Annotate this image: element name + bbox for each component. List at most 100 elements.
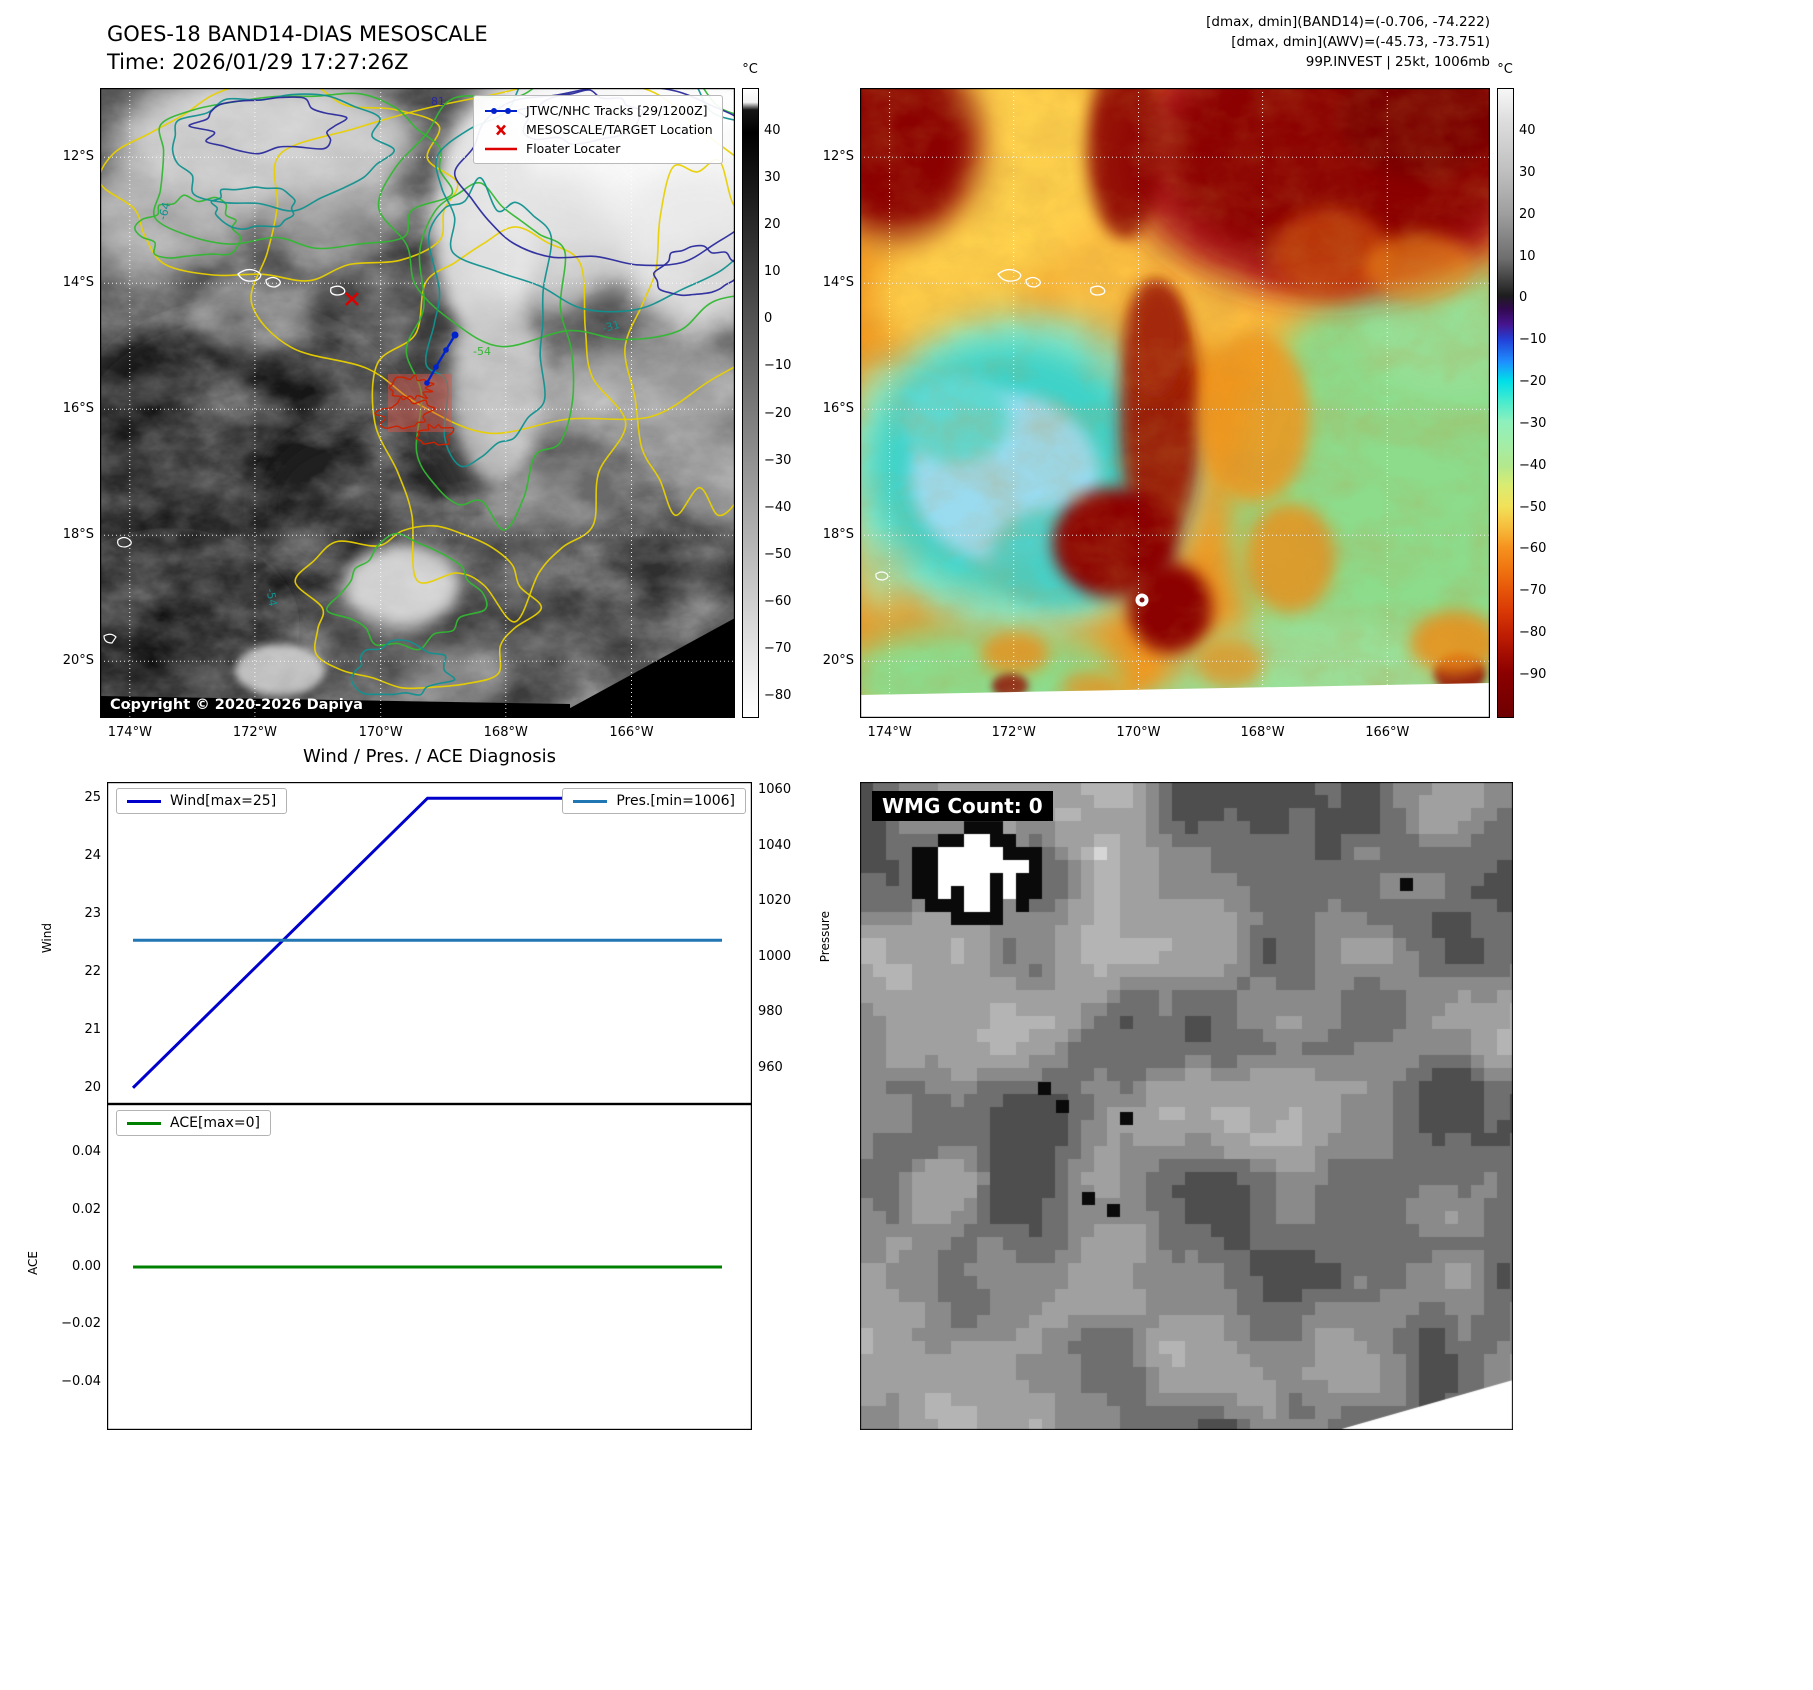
lat-tick-label: 14°S xyxy=(62,275,94,291)
lat-tick-label: 16°S xyxy=(62,401,94,417)
awv-map-graphic xyxy=(860,88,1490,718)
goes-map-title: GOES-18 BAND14-DIAS MESOSCALE xyxy=(107,22,488,46)
chart-legend: ACE[max=0] xyxy=(116,1110,272,1136)
ace-axis-label: ACE xyxy=(26,1251,40,1275)
y-tick-label: 21 xyxy=(84,1021,101,1037)
colorbar-tick-label: 40 xyxy=(1519,123,1536,138)
contour-label: -54 xyxy=(473,345,491,358)
lat-tick-label: 14°S xyxy=(822,275,854,291)
legend-line-sample xyxy=(127,799,161,803)
legend-item-label: Floater Locater xyxy=(526,141,621,156)
colorbar-tick-label: −30 xyxy=(1519,415,1547,431)
colorbar-tick-label: −10 xyxy=(1519,332,1547,348)
contour-label: 81 xyxy=(431,95,445,108)
y-tick-label: 22 xyxy=(84,963,101,979)
colorbar-gradient xyxy=(1497,88,1514,718)
colorbar-tick-label: 0 xyxy=(764,311,773,327)
legend-line-sample xyxy=(573,799,608,803)
track-line-icon xyxy=(485,107,517,114)
colorbar-tick-label: 20 xyxy=(764,217,781,233)
legend-label: ACE[max=0] xyxy=(170,1115,261,1131)
y-tick-label: 1020 xyxy=(758,893,792,909)
colorbar-unit-label: °C xyxy=(1497,62,1513,77)
colorbar-tick-label: −60 xyxy=(764,593,792,609)
colorbar-unit-label: °C xyxy=(742,62,758,77)
wmg-count-label: WMG Count: 0 xyxy=(872,791,1053,821)
lat-tick-label: 20°S xyxy=(822,653,854,669)
lon-tick-label: 170°W xyxy=(358,725,403,740)
lon-tick-label: 166°W xyxy=(609,725,654,740)
colorbar-tick-label: 0 xyxy=(1519,290,1528,306)
lat-tick-label: 18°S xyxy=(822,527,854,543)
lat-tick-label: 12°S xyxy=(62,149,94,165)
chart-legend: Pres.[min=1006] xyxy=(562,788,746,814)
lon-tick-label: 174°W xyxy=(867,725,912,740)
colorbar-tick-label: −80 xyxy=(764,688,792,703)
y-tick-label: 1060 xyxy=(758,782,792,798)
y-tick-label: −0.02 xyxy=(61,1316,101,1332)
y-tick-label: 1040 xyxy=(758,837,792,853)
lat-tick-label: 12°S xyxy=(822,149,854,165)
colorbar-tick-label: −40 xyxy=(1519,457,1547,473)
y-tick-label: 1000 xyxy=(758,948,792,964)
ace-chart xyxy=(107,1104,752,1430)
colorbar-tick-label: 40 xyxy=(764,123,781,138)
colorbar-tick-label: 10 xyxy=(1519,248,1536,264)
colorbar-tick-label: −40 xyxy=(764,499,792,515)
diagnosis-chart-title: Wind / Pres. / ACE Diagnosis xyxy=(302,746,557,767)
lon-tick-label: 168°W xyxy=(483,725,528,740)
colorbar-tick-label: −20 xyxy=(764,405,792,421)
map-legend: JTWC/NHC Tracks [29/1200Z] MESOSCALE/TARG… xyxy=(473,95,723,164)
stats-header: [dmax, dmin](BAND14)=(-0.706, -74.222) [… xyxy=(1206,12,1490,72)
colorbar-tick-label: −90 xyxy=(1519,667,1547,682)
lat-tick-label: 20°S xyxy=(62,653,94,669)
legend-item-floater: Floater Locater xyxy=(483,139,713,158)
legend-item-label: MESOSCALE/TARGET Location xyxy=(526,122,713,137)
legend-item-label: JTWC/NHC Tracks [29/1200Z] xyxy=(526,103,708,118)
colorbar-tick-label: −50 xyxy=(764,546,792,562)
awv-colorbar xyxy=(1497,88,1514,718)
colorbar-tick-label: −10 xyxy=(764,358,792,374)
awv-color-satellite-map xyxy=(860,88,1490,718)
lat-tick-label: 16°S xyxy=(822,401,854,417)
colorbar-tick-label: 30 xyxy=(764,170,781,186)
colorbar-tick-label: −70 xyxy=(764,640,792,656)
lon-tick-label: 166°W xyxy=(1365,725,1410,740)
legend-item-target: MESOSCALE/TARGET Location xyxy=(483,120,713,139)
lon-tick-label: 170°W xyxy=(1116,725,1161,740)
y-tick-label: 20 xyxy=(84,1079,101,1095)
legend-label: Pres.[min=1006] xyxy=(616,793,735,809)
band14-map-graphic: -64 81 -54 -31 -54 xyxy=(100,88,735,718)
chart-plot-area xyxy=(107,1104,752,1430)
legend-line-sample xyxy=(127,1121,161,1125)
goes-map-time: Time: 2026/01/29 17:27:26Z xyxy=(107,50,409,74)
y-tick-label: 24 xyxy=(84,848,101,864)
y-tick-label: 960 xyxy=(758,1059,783,1075)
x-marker-icon xyxy=(496,124,506,135)
band14-colorbar xyxy=(742,88,759,718)
colorbar-tick-label: −60 xyxy=(1519,541,1547,557)
colorbar-tick-label: 20 xyxy=(1519,206,1536,222)
colorbar-tick-label: −30 xyxy=(764,452,792,468)
colorbar-tick-label: 30 xyxy=(1519,164,1536,180)
y-tick-label: 980 xyxy=(758,1004,783,1020)
lon-tick-label: 174°W xyxy=(107,725,152,740)
y-tick-label: 25 xyxy=(84,790,101,806)
lon-tick-label: 172°W xyxy=(991,725,1036,740)
y-tick-label: 0.00 xyxy=(72,1259,101,1274)
colorbar-tick-label: 10 xyxy=(764,264,781,280)
y-tick-label: −0.04 xyxy=(61,1373,101,1389)
legend-item-track: JTWC/NHC Tracks [29/1200Z] xyxy=(483,101,713,120)
colorbar-tick-label: −80 xyxy=(1519,625,1547,641)
target-x-marker xyxy=(345,292,359,306)
lon-tick-label: 168°W xyxy=(1240,725,1285,740)
colorbar-tick-label: −20 xyxy=(1519,374,1547,390)
copyright-text: Copyright © 2020-2026 Dapiya xyxy=(110,697,363,713)
lat-tick-label: 18°S xyxy=(62,527,94,543)
jtwc-track-line xyxy=(426,334,456,384)
colorbar-tick-label: −50 xyxy=(1519,499,1547,515)
y-tick-label: 0.04 xyxy=(72,1144,101,1159)
invest-intensity-text: 99P.INVEST | 25kt, 1006mb xyxy=(1305,54,1490,70)
chart-legend: Wind[max=25] xyxy=(116,788,288,814)
